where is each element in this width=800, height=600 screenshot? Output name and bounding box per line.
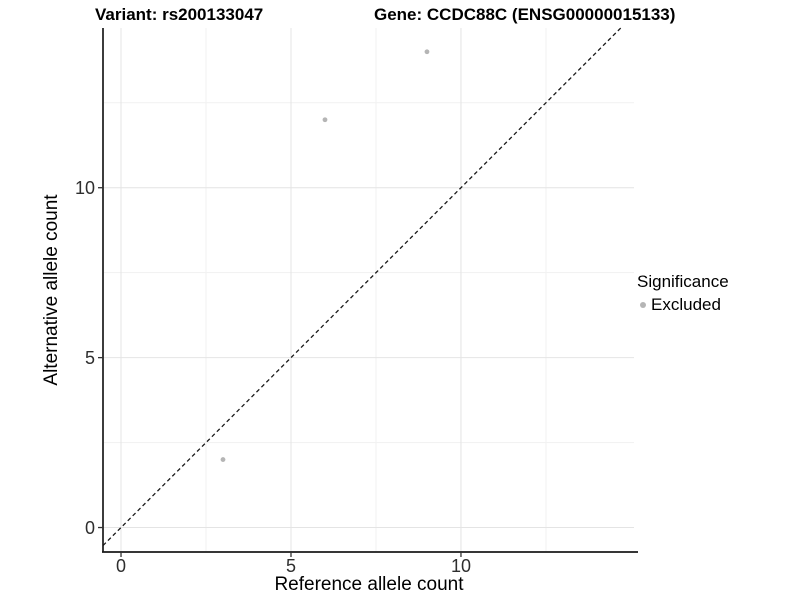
x-axis-title: Reference allele count [274, 574, 464, 595]
data-point [220, 457, 226, 462]
plot-title-gene: Gene: CCDC88C (ENSG00000015133) [374, 5, 676, 24]
y-tick-label: 5 [84, 347, 95, 368]
x-tick-label: 5 [285, 556, 296, 576]
data-point [424, 49, 430, 55]
legend-point-icon [640, 302, 646, 308]
data-point [322, 117, 328, 123]
y-tick-label: 10 [74, 177, 95, 198]
legend: Significance Excluded [637, 272, 729, 315]
identity-line [102, 27, 622, 547]
plot-title-variant: Variant: rs200133047 [95, 5, 264, 24]
legend-item-label: Excluded [651, 295, 721, 314]
x-tick-label: 10 [450, 556, 471, 576]
y-tick-label: 0 [84, 517, 95, 538]
legend-title: Significance [637, 272, 729, 291]
x-tick-label: 0 [116, 556, 127, 576]
legend-item: Excluded [640, 295, 729, 315]
